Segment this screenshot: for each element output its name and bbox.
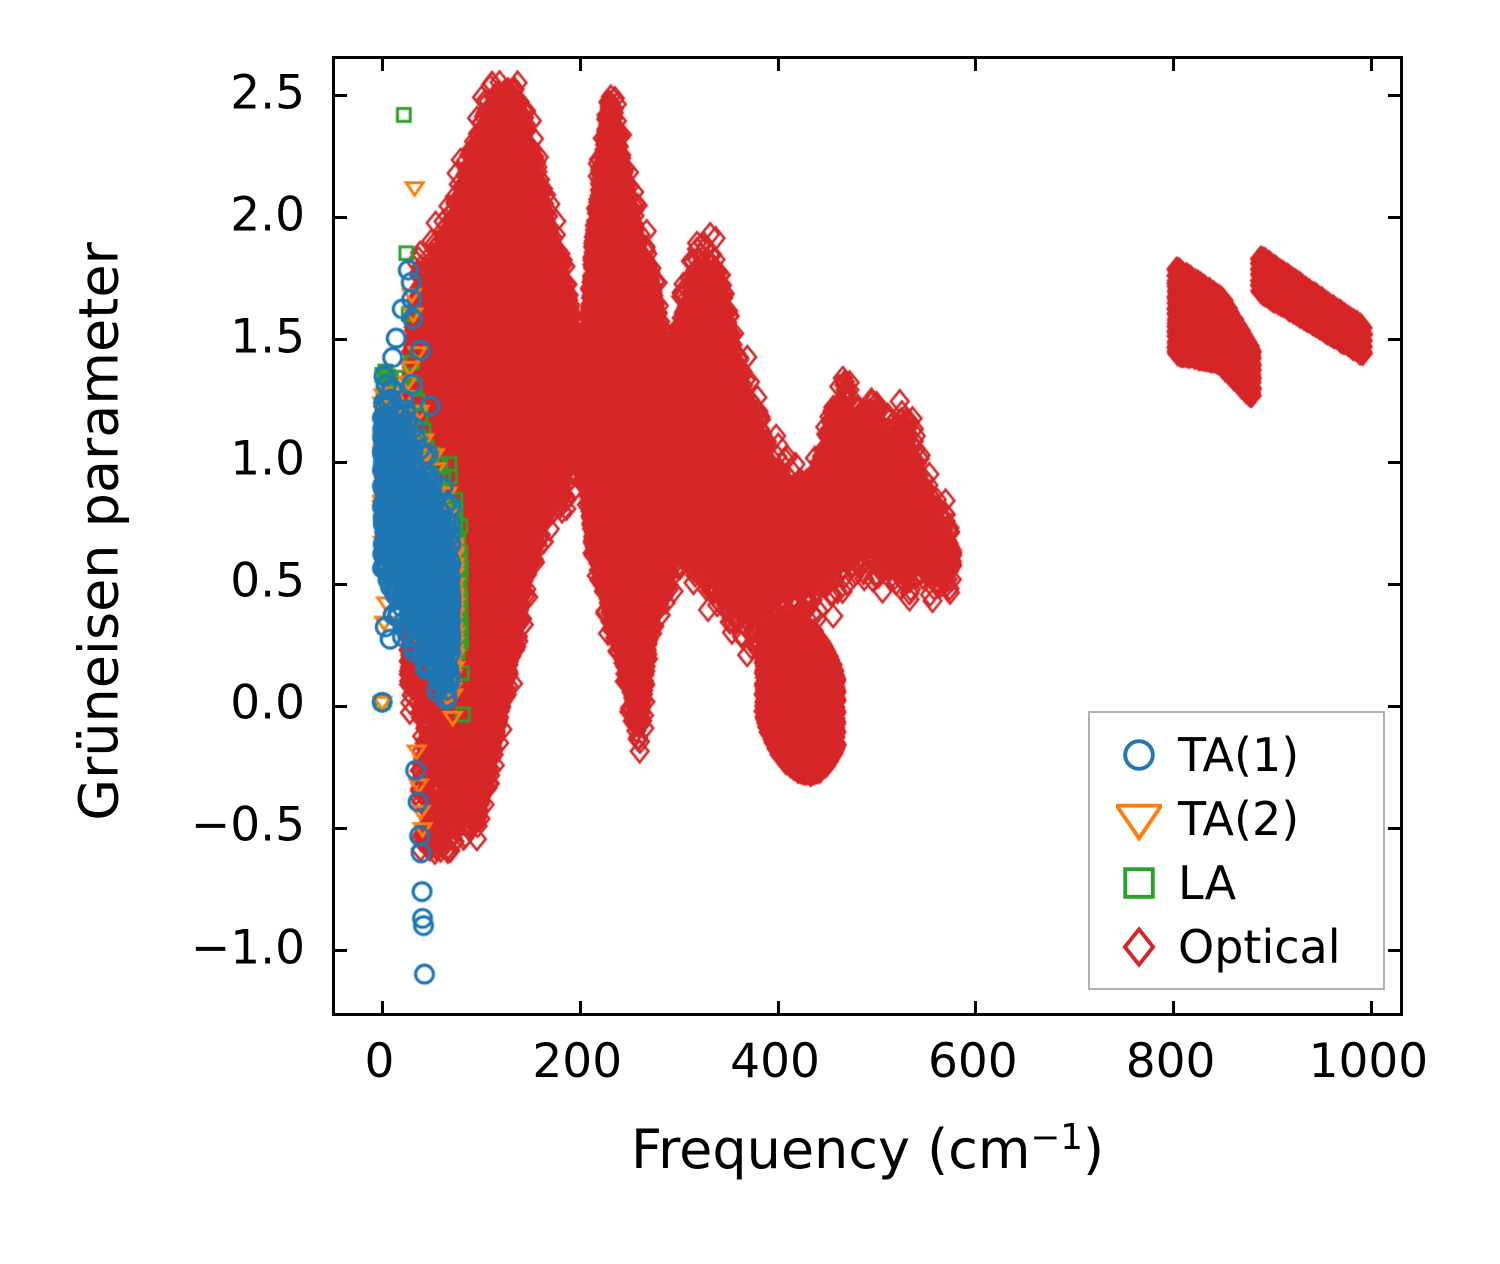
y-tick-right-−0.5 xyxy=(1388,826,1400,830)
legend: TA(1) TA(2) LA Optical xyxy=(1088,711,1385,990)
legend-entry-ta1[interactable]: TA(1) xyxy=(1090,723,1383,787)
y-tick-right-0.5 xyxy=(1388,582,1400,586)
x-tick-top-600 xyxy=(974,59,978,71)
y-tick-label-1.0: 1.0 xyxy=(230,431,305,487)
x-axis-title: Frequency (cm−1) xyxy=(332,1120,1403,1179)
legend-marker-triangle-down-icon xyxy=(1113,796,1165,842)
y-tick-label-1.5: 1.5 xyxy=(230,309,305,365)
legend-entry-la[interactable]: LA xyxy=(1090,851,1383,915)
y-tick-−0.5 xyxy=(335,826,347,830)
x-tick-800 xyxy=(1172,1001,1176,1013)
y-tick-label-−0.5: −0.5 xyxy=(190,797,305,853)
y-tick-−1.0 xyxy=(335,949,347,953)
x-tick-top-0 xyxy=(380,59,384,71)
x-tick-0 xyxy=(380,1001,384,1013)
y-tick-label-2.5: 2.5 xyxy=(230,65,305,121)
x-tick-600 xyxy=(974,1001,978,1013)
plot-area xyxy=(332,56,1403,1016)
y-tick-0.0 xyxy=(335,704,347,708)
x-axis-title-close: ) xyxy=(1082,1118,1105,1181)
legend-label: TA(1) xyxy=(1178,728,1300,782)
legend-marker-circle-icon xyxy=(1116,732,1162,778)
x-tick-top-1000 xyxy=(1369,59,1373,71)
y-tick-right-1.0 xyxy=(1388,460,1400,464)
y-tick-right-1.5 xyxy=(1388,338,1400,342)
legend-label: Optical xyxy=(1178,920,1341,974)
x-tick-1000 xyxy=(1369,1001,1373,1013)
y-tick-right-2.5 xyxy=(1388,94,1400,98)
y-tick-label-−1.0: −1.0 xyxy=(190,920,305,976)
x-tick-label-200: 200 xyxy=(532,1034,623,1089)
legend-entry-ta2[interactable]: TA(2) xyxy=(1090,787,1383,851)
x-tick-label-1000: 1000 xyxy=(1308,1034,1429,1089)
y-tick-label-0.0: 0.0 xyxy=(230,675,305,731)
y-axis-title: Grüneisen parameter xyxy=(67,242,131,821)
legend-marker-diamond-icon xyxy=(1116,924,1162,970)
x-tick-label-400: 400 xyxy=(730,1034,820,1089)
y-tick-0.5 xyxy=(335,582,347,586)
x-tick-400 xyxy=(776,1001,780,1013)
x-axis-title-exponent: −1 xyxy=(1030,1117,1083,1158)
y-tick-2.0 xyxy=(335,216,347,220)
legend-label: LA xyxy=(1178,856,1237,910)
x-tick-top-800 xyxy=(1172,59,1176,71)
y-tick-right-0.0 xyxy=(1388,704,1400,708)
x-axis-title-base: Frequency (cm xyxy=(630,1118,1031,1181)
y-tick-label-0.5: 0.5 xyxy=(230,553,305,609)
legend-marker-square-icon xyxy=(1116,860,1162,906)
y-tick-right-2.0 xyxy=(1388,216,1400,220)
x-tick-200 xyxy=(578,1001,582,1013)
y-tick-label-2.0: 2.0 xyxy=(230,187,305,243)
x-tick-label-0: 0 xyxy=(364,1034,395,1089)
x-tick-top-200 xyxy=(578,59,582,71)
x-tick-label-600: 600 xyxy=(927,1034,1018,1089)
y-tick-1.5 xyxy=(335,338,347,342)
y-tick-1.0 xyxy=(335,460,347,464)
x-tick-label-800: 800 xyxy=(1125,1034,1216,1089)
y-tick-right-−1.0 xyxy=(1388,949,1400,953)
y-tick-2.5 xyxy=(335,94,347,98)
y-axis-tick-labels: −1.0 −0.5 0.0 0.5 1.0 1.5 2.0 2.5 xyxy=(100,56,305,1016)
x-tick-top-400 xyxy=(776,59,780,71)
legend-label: TA(2) xyxy=(1178,792,1300,846)
legend-entry-optical[interactable]: Optical xyxy=(1090,915,1383,979)
